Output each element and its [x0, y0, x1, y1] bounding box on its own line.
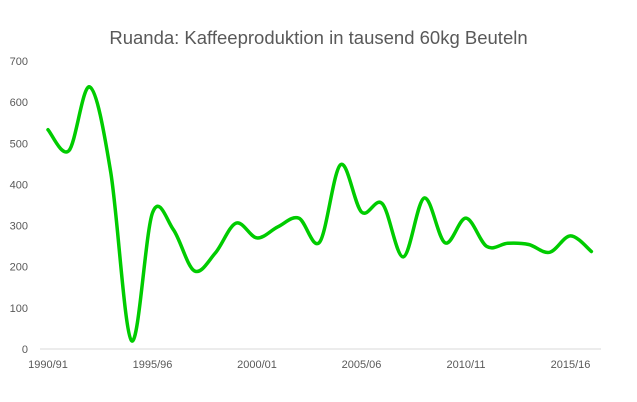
y-axis-ticks: 0 100 200 300 400 500 600 700	[10, 56, 28, 356]
series-line-kaffeeproduktion	[46, 85, 594, 343]
x-tick-label: 2015/16	[551, 359, 591, 371]
x-tick-label: 1990/91	[28, 359, 68, 371]
y-tick-label: 100	[10, 303, 28, 315]
x-tick-label: 2005/06	[342, 359, 382, 371]
y-tick-label: 0	[22, 344, 28, 356]
y-tick-label: 200	[10, 262, 28, 274]
x-tick-label: 2010/11	[447, 359, 486, 371]
x-tick-label: 2000/01	[237, 359, 277, 371]
y-tick-label: 300	[10, 221, 28, 233]
y-tick-label: 400	[10, 179, 28, 191]
x-axis-ticks: 1990/91 1995/96 2000/01 2005/06 2010/11 2015/…	[28, 359, 590, 371]
chart-title: Ruanda: Kaffeeproduktion in tausend 60kg…	[109, 27, 528, 48]
y-tick-label: 500	[10, 138, 28, 150]
x-tick-label: 1995/96	[133, 359, 173, 371]
y-tick-label: 600	[10, 97, 28, 109]
y-tick-label: 700	[10, 56, 28, 68]
